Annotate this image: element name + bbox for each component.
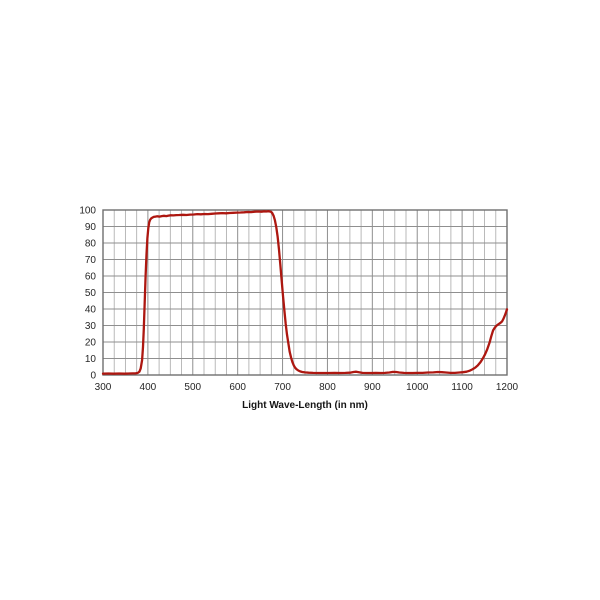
svg-text:70: 70 [85,255,97,266]
svg-text:300: 300 [95,382,112,393]
curve-layer [101,210,509,375]
svg-text:20: 20 [85,338,97,349]
svg-text:400: 400 [140,382,157,393]
x-axis-title: Light Wave-Length (in nm) [242,400,368,411]
svg-text:500: 500 [184,382,201,393]
y-axis-tick-labels: 0 10 20 30 40 50 60 70 80 90 100 [79,206,96,382]
svg-text:600: 600 [229,382,246,393]
svg-text:700: 700 [274,382,291,393]
svg-text:10: 10 [85,354,97,365]
svg-text:60: 60 [85,272,97,283]
grid-layer [102,209,508,376]
svg-text:1100: 1100 [451,382,473,393]
svg-text:50: 50 [85,288,97,299]
svg-text:800: 800 [319,382,336,393]
x-axis-tick-labels: 300 400 500 600 700 800 900 1000 1100 1200 [95,382,519,393]
svg-text:40: 40 [85,305,97,316]
svg-text:90: 90 [85,222,97,233]
svg-text:80: 80 [85,239,97,250]
svg-text:1200: 1200 [496,382,519,393]
svg-text:100: 100 [79,206,96,217]
svg-text:900: 900 [364,382,381,393]
svg-text:0: 0 [90,371,96,382]
svg-text:30: 30 [85,321,97,332]
svg-text:1000: 1000 [406,382,429,393]
